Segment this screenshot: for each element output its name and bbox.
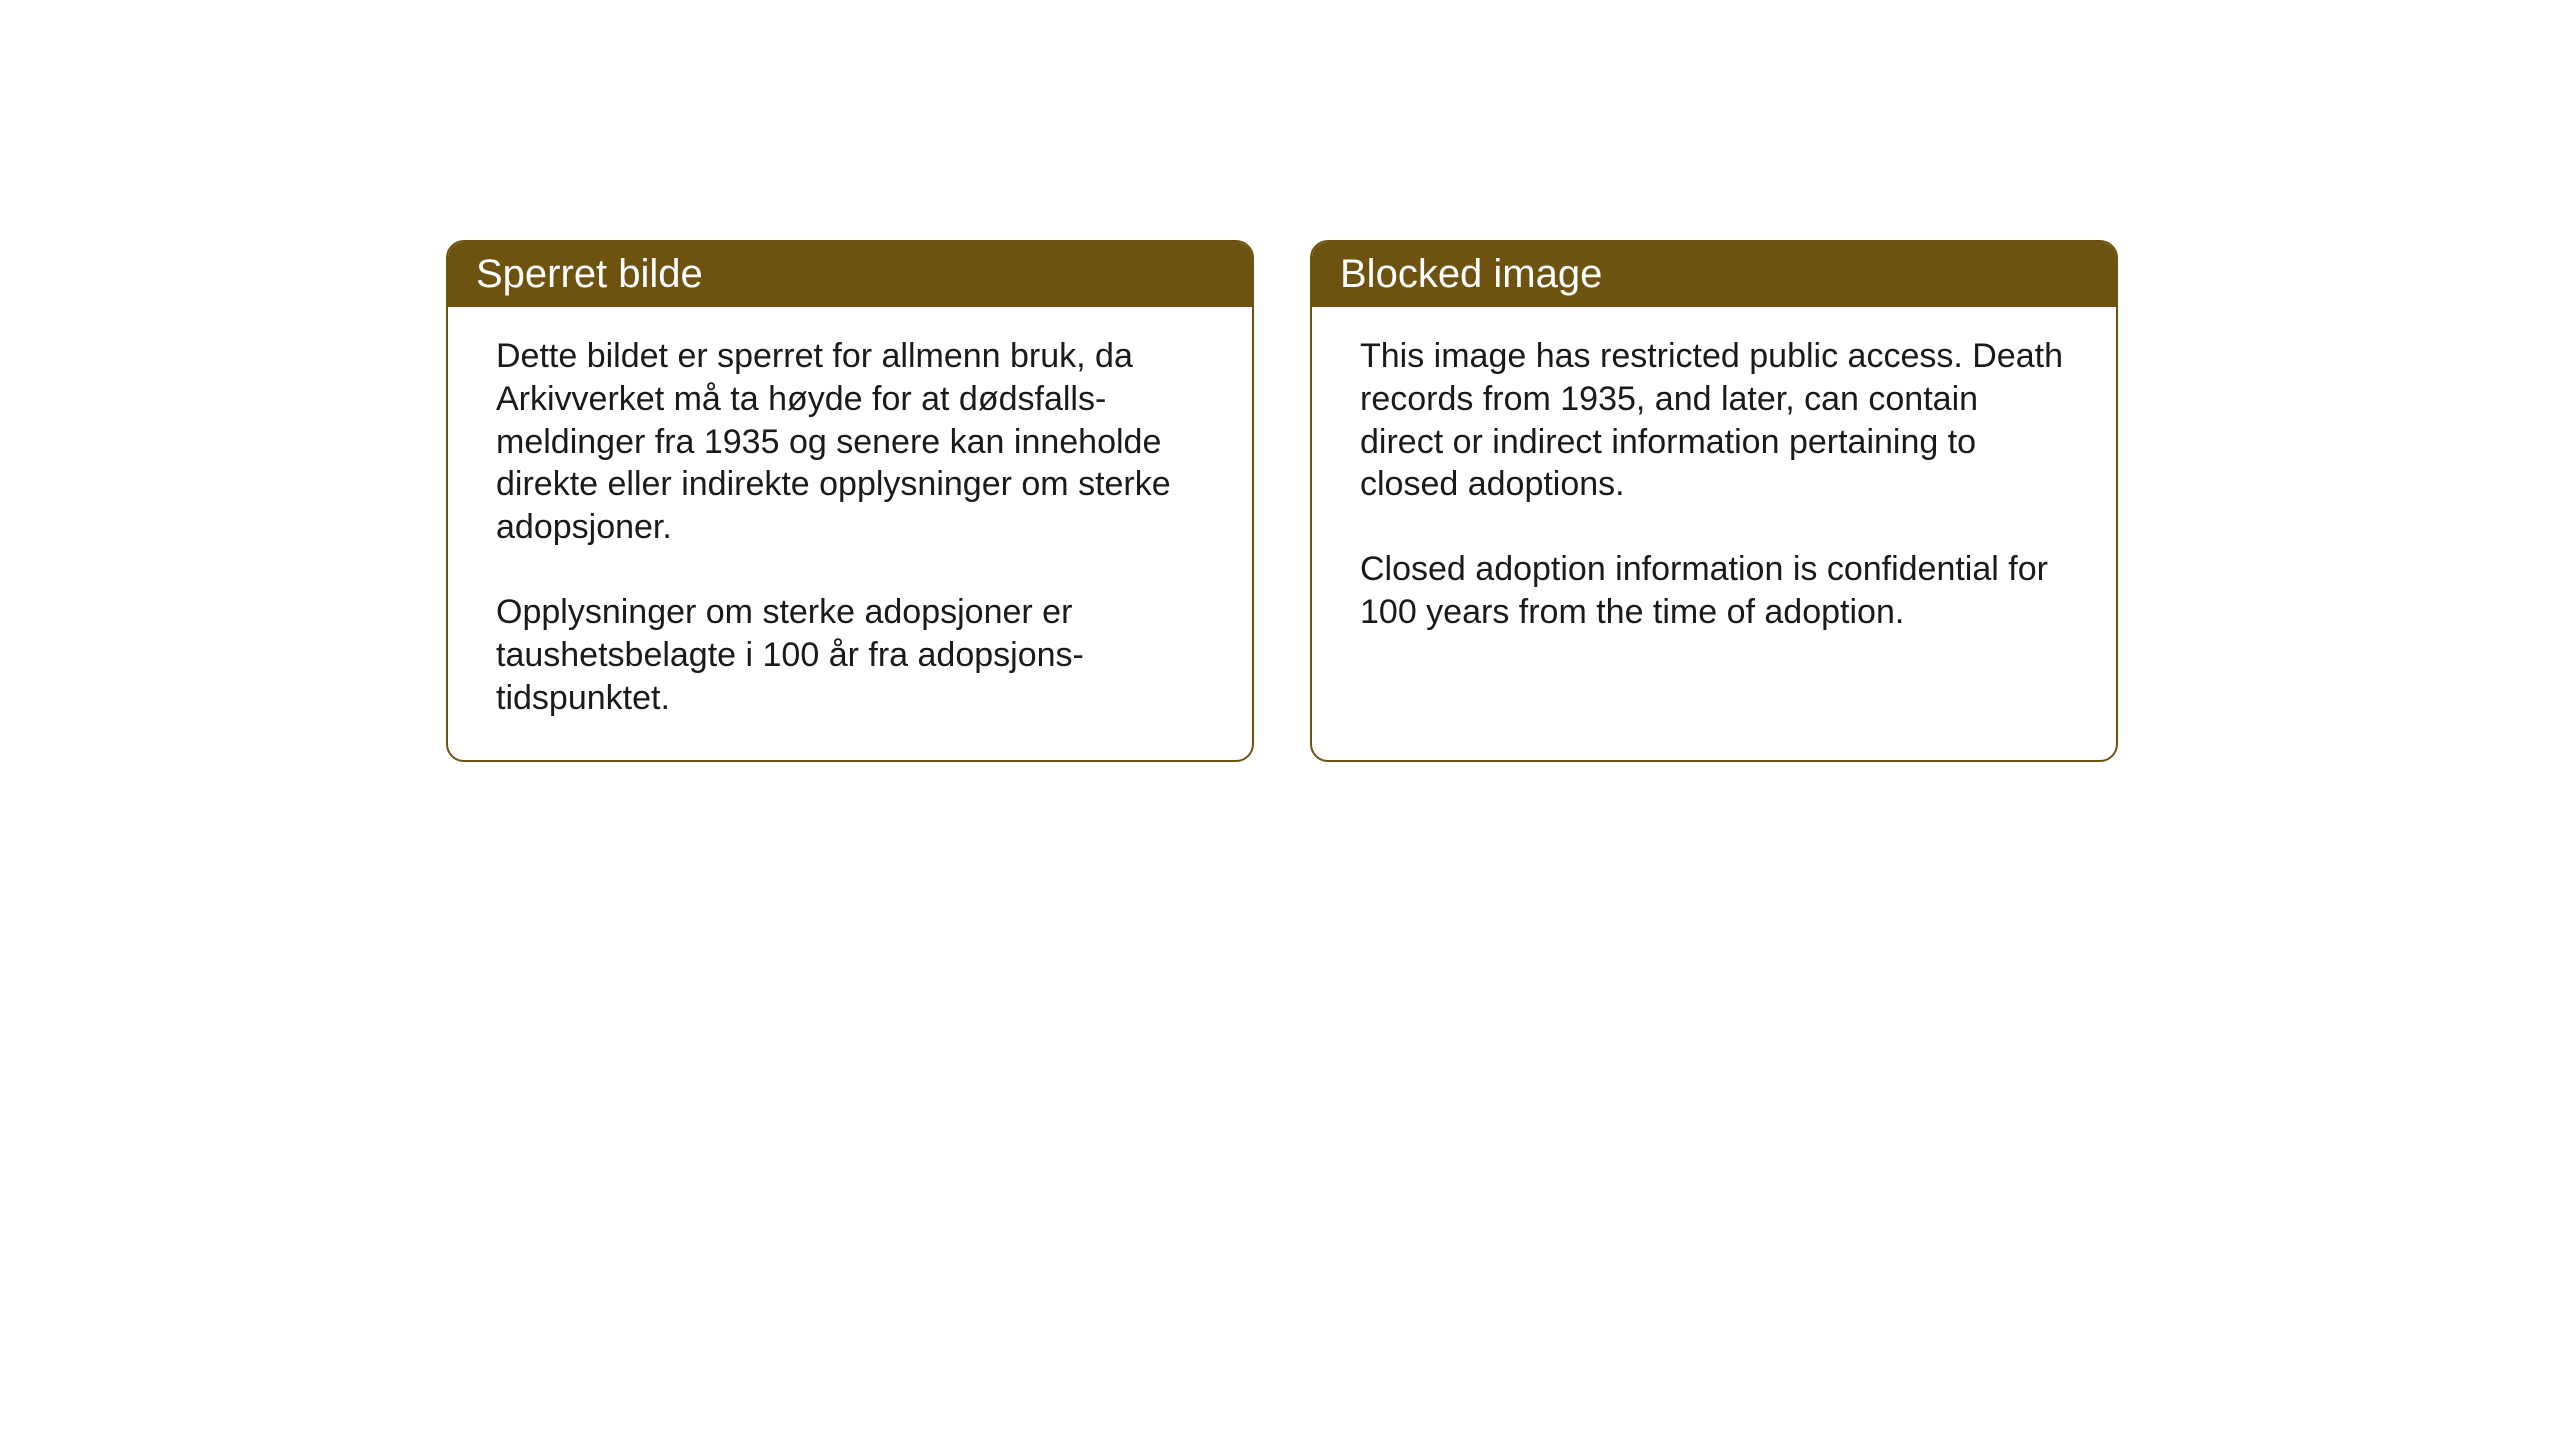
english-paragraph-2: Closed adoption information is confident… [1360,548,2068,634]
norwegian-notice-card: Sperret bilde Dette bildet er sperret fo… [446,240,1254,762]
norwegian-card-title: Sperret bilde [476,252,703,296]
english-card-body: This image has restricted public access.… [1312,307,2116,674]
norwegian-paragraph-2: Opplysninger om sterke adopsjoner er tau… [496,591,1204,719]
norwegian-paragraph-1: Dette bildet er sperret for allmenn bruk… [496,335,1204,549]
norwegian-card-body: Dette bildet er sperret for allmenn bruk… [448,307,1252,760]
english-notice-card: Blocked image This image has restricted … [1310,240,2118,762]
english-card-title: Blocked image [1340,252,1602,296]
norwegian-card-header: Sperret bilde [448,242,1252,307]
english-card-header: Blocked image [1312,242,2116,307]
english-paragraph-1: This image has restricted public access.… [1360,335,2068,506]
notice-cards-container: Sperret bilde Dette bildet er sperret fo… [446,240,2118,762]
